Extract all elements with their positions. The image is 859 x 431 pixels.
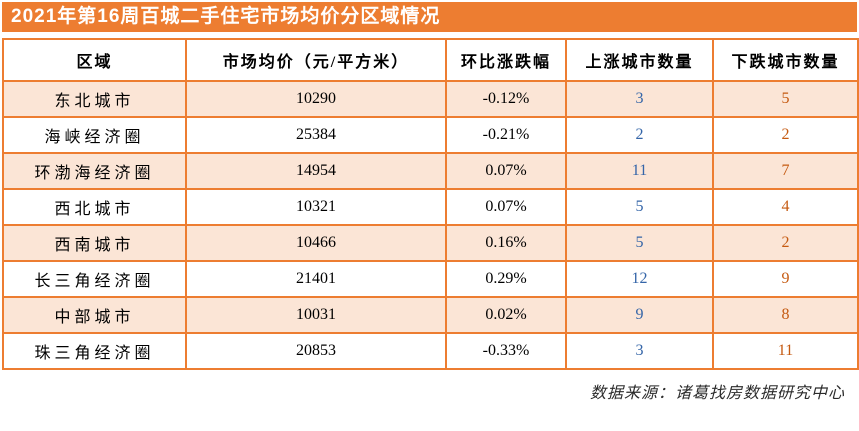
region-cell: 珠三角经济圈 xyxy=(2,332,187,370)
up-count-cell: 11 xyxy=(565,152,714,190)
change-cell: 0.02% xyxy=(445,296,567,334)
region-price-table: 区域 市场均价（元/平方米） 环比涨跌幅 上涨城市数量 下跌城市数量 东北城市 … xyxy=(2,38,859,370)
header-up-cities: 上涨城市数量 xyxy=(565,38,714,82)
change-cell: 0.07% xyxy=(445,152,567,190)
down-count-cell: 11 xyxy=(712,332,859,370)
table-row: 东北城市 10290 -0.12% 3 5 xyxy=(2,80,859,118)
price-cell: 10466 xyxy=(185,224,447,262)
down-count-cell: 2 xyxy=(712,224,859,262)
table-row: 长三角经济圈 21401 0.29% 12 9 xyxy=(2,260,859,298)
down-count-cell: 9 xyxy=(712,260,859,298)
region-cell: 中部城市 xyxy=(2,296,187,334)
table-row: 珠三角经济圈 20853 -0.33% 3 11 xyxy=(2,332,859,370)
region-cell: 东北城市 xyxy=(2,80,187,118)
table-row: 环渤海经济圈 14954 0.07% 11 7 xyxy=(2,152,859,190)
table-row: 西北城市 10321 0.07% 5 4 xyxy=(2,188,859,226)
header-change-pct: 环比涨跌幅 xyxy=(445,38,567,82)
down-count-cell: 2 xyxy=(712,116,859,154)
table-row: 西南城市 10466 0.16% 5 2 xyxy=(2,224,859,262)
change-cell: 0.29% xyxy=(445,260,567,298)
price-cell: 10031 xyxy=(185,296,447,334)
price-cell: 10290 xyxy=(185,80,447,118)
header-region: 区域 xyxy=(2,38,187,82)
region-cell: 长三角经济圈 xyxy=(2,260,187,298)
price-cell: 21401 xyxy=(185,260,447,298)
region-cell: 海峡经济圈 xyxy=(2,116,187,154)
down-count-cell: 4 xyxy=(712,188,859,226)
header-row: 区域 市场均价（元/平方米） 环比涨跌幅 上涨城市数量 下跌城市数量 xyxy=(2,38,859,82)
change-cell: -0.21% xyxy=(445,116,567,154)
price-cell: 20853 xyxy=(185,332,447,370)
table-row: 海峡经济圈 25384 -0.21% 2 2 xyxy=(2,116,859,154)
price-cell: 25384 xyxy=(185,116,447,154)
down-count-cell: 8 xyxy=(712,296,859,334)
header-avg-price: 市场均价（元/平方米） xyxy=(185,38,447,82)
up-count-cell: 5 xyxy=(565,224,714,262)
change-cell: -0.33% xyxy=(445,332,567,370)
region-cell: 西北城市 xyxy=(2,188,187,226)
up-count-cell: 2 xyxy=(565,116,714,154)
up-count-cell: 5 xyxy=(565,188,714,226)
report-title: 2021年第16周百城二手住宅市场均价分区域情况 xyxy=(2,2,857,32)
up-count-cell: 3 xyxy=(565,80,714,118)
change-cell: -0.12% xyxy=(445,80,567,118)
up-count-cell: 3 xyxy=(565,332,714,370)
down-count-cell: 5 xyxy=(712,80,859,118)
region-cell: 环渤海经济圈 xyxy=(2,152,187,190)
change-cell: 0.07% xyxy=(445,188,567,226)
region-cell: 西南城市 xyxy=(2,224,187,262)
header-down-cities: 下跌城市数量 xyxy=(712,38,859,82)
up-count-cell: 9 xyxy=(565,296,714,334)
up-count-cell: 12 xyxy=(565,260,714,298)
price-cell: 14954 xyxy=(185,152,447,190)
data-source-note: 数据来源：诸葛找房数据研究中心 xyxy=(589,385,845,402)
change-cell: 0.16% xyxy=(445,224,567,262)
down-count-cell: 7 xyxy=(712,152,859,190)
table-row: 中部城市 10031 0.02% 9 8 xyxy=(2,296,859,334)
price-cell: 10321 xyxy=(185,188,447,226)
